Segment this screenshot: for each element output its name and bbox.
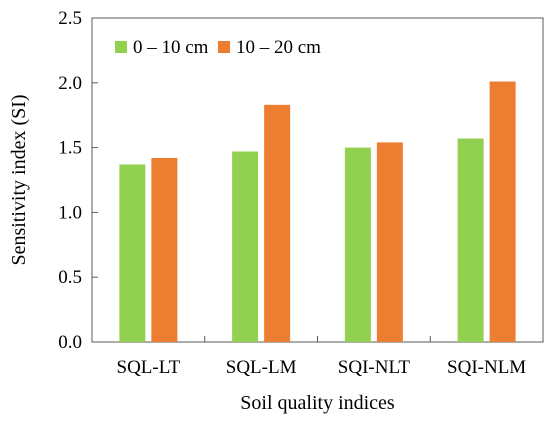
x-axis: SQL-LT SQL-LM SQI-NLT SQI-NLM — [117, 336, 526, 378]
bar-sql-lt-series-1 — [119, 164, 146, 342]
legend-swatch-0-10cm — [115, 41, 127, 53]
legend-label-10-20cm: 10 – 20 cm — [236, 37, 321, 58]
x-axis-title: Soil quality indices — [240, 392, 395, 414]
y-tick-label: 1.5 — [58, 138, 82, 159]
legend: 0 – 10 cm 10 – 20 cm — [115, 37, 321, 58]
bar-sql-lm-series-1 — [232, 151, 259, 342]
x-tick-label: SQI-NLT — [338, 357, 411, 378]
x-tick-label: SQL-LT — [117, 357, 181, 378]
y-tick-label: 0.0 — [58, 332, 82, 353]
bar-sqi-nlt-series-1 — [344, 147, 371, 342]
bar-sqi-nlm-series-1 — [457, 138, 484, 342]
y-tick-label: 2.0 — [58, 73, 82, 94]
bar-sql-lm-series-2 — [264, 104, 291, 342]
y-tick-label: 0.5 — [58, 267, 82, 288]
bar-sql-lt-series-2 — [151, 157, 178, 342]
legend-label-0-10cm: 0 – 10 cm — [133, 37, 209, 58]
y-tick-label: 2.5 — [58, 8, 82, 29]
bars-layer — [119, 81, 516, 342]
legend-swatch-10-20cm — [218, 41, 230, 53]
y-axis: 0.0 0.5 1.0 1.5 2.0 2.5 — [58, 8, 98, 353]
y-axis-title: Sensitivity index (SI) — [8, 94, 30, 265]
x-tick-label: SQI-NLM — [447, 357, 526, 378]
y-tick-label: 1.0 — [58, 202, 82, 223]
x-tick-label: SQL-LM — [226, 357, 297, 378]
bar-sqi-nlt-series-2 — [376, 142, 403, 342]
bar-sqi-nlm-series-2 — [489, 81, 516, 342]
